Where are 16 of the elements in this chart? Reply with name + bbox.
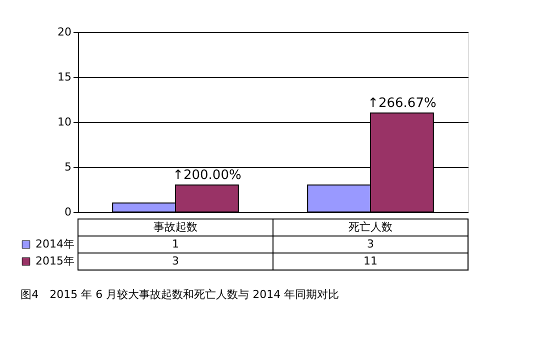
y-tick-label: 10 [58,116,72,128]
data-label: 3 [172,254,179,268]
caption: 图4 2015 年 6 月较大事故起数和死亡人数与 2014 年同期对比 [20,288,340,301]
legend-label: 2014年 [36,238,74,250]
y-tick-label: 15 [58,70,72,84]
annotation: ↑200.00% [172,168,242,183]
x-tick-label: 事故起数 [154,220,198,234]
annotation: ↑266.67% [368,96,436,111]
x-tick-label: 死亡人数 [348,220,392,234]
legend-label: 2015年 [36,254,74,268]
y-tick-label: 5 [64,160,72,174]
y-tick-label: 0 [64,206,72,218]
y-tick-label: 20 [58,26,72,38]
data-label: 11 [364,254,378,268]
data-label: 1 [172,238,179,250]
data-label: 3 [367,238,374,250]
